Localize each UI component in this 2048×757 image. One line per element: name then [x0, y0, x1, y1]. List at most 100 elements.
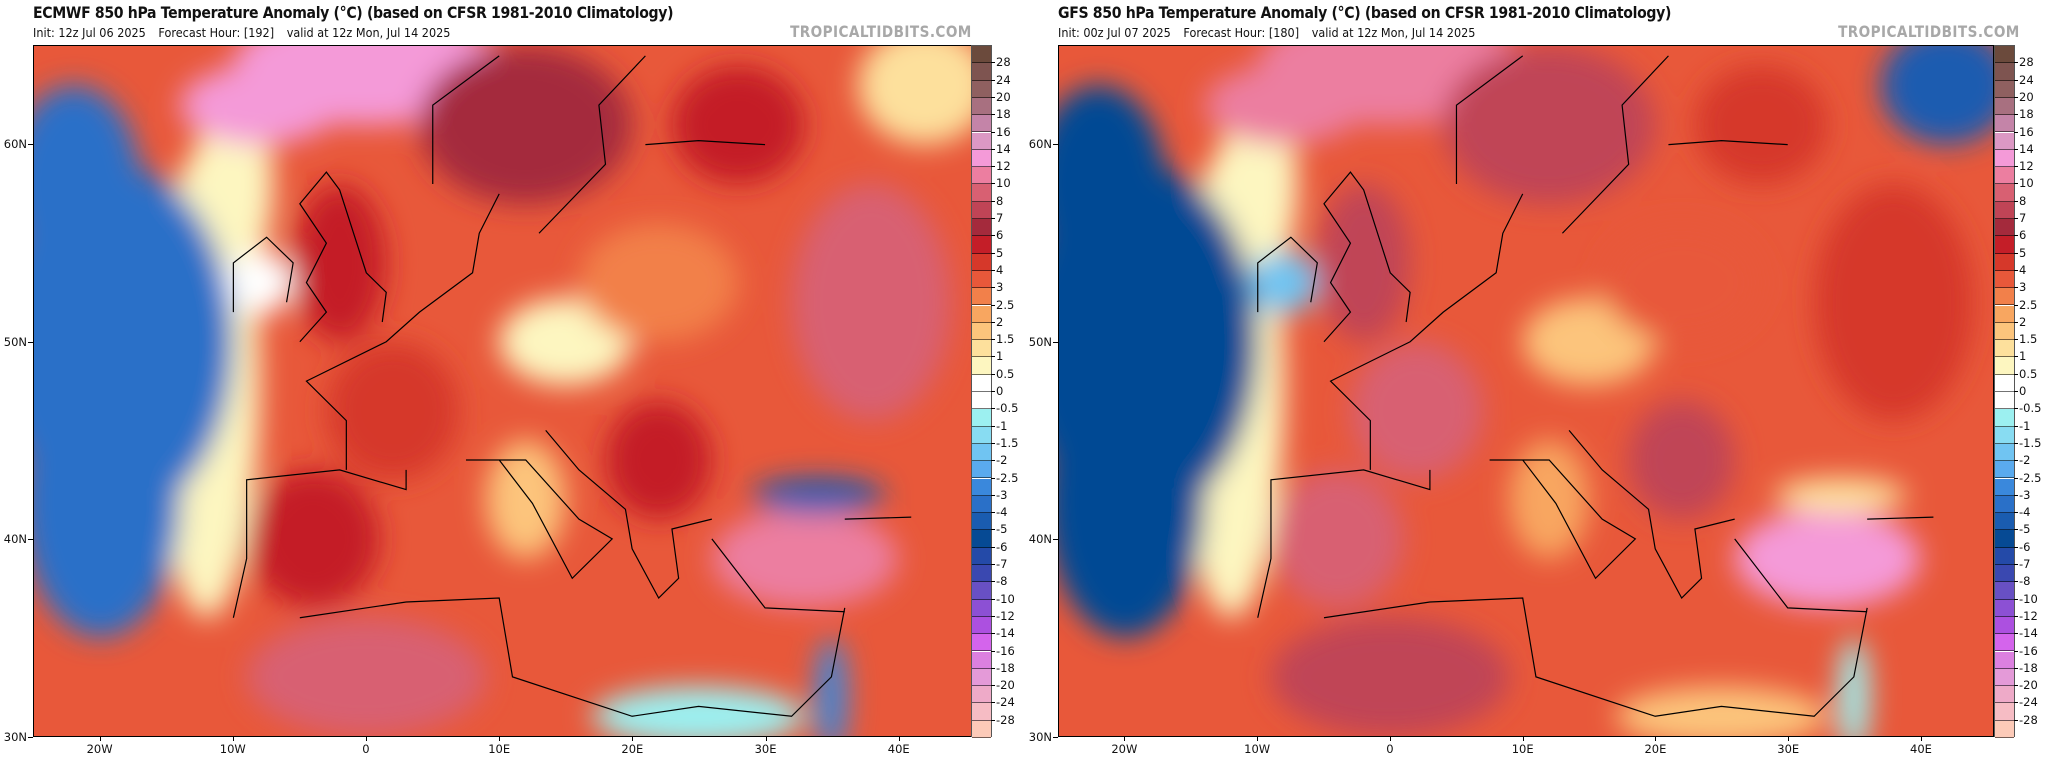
longitude-label: 0 — [1386, 742, 1394, 756]
longitude-tick — [1655, 737, 1657, 741]
colorbar-segment — [1995, 219, 2014, 237]
colorbar-label: 3 — [2019, 280, 2027, 295]
colorbar-tick — [991, 321, 995, 323]
longitude-tick — [99, 737, 101, 741]
longitude-tick — [1522, 737, 1524, 741]
colorbar-label: 8 — [996, 193, 1004, 208]
colorbar-tick — [2014, 183, 2018, 185]
colorbar-label: 16 — [996, 124, 1011, 139]
longitude-tick — [1257, 737, 1259, 741]
colorbar-label: 16 — [2019, 124, 2034, 139]
longitude-tick — [632, 737, 634, 741]
colorbar-segment — [972, 184, 991, 202]
latitude-label: 40N — [1028, 532, 1052, 547]
latitude-label: 30N — [3, 730, 27, 744]
colorbar-tick — [2014, 287, 2018, 289]
colorbar-segment — [972, 46, 991, 64]
colorbar-label: -20 — [2019, 678, 2038, 693]
colorbar-tick — [2014, 79, 2018, 81]
colorbar-label: -6 — [996, 539, 1008, 554]
colorbar-segment — [1995, 184, 2014, 202]
longitude-label: 20W — [1111, 742, 1138, 756]
colorbar-segment — [972, 236, 991, 254]
anomaly-region-france — [1350, 341, 1483, 480]
init-time: Init: 12z Jul 06 2025 — [33, 25, 146, 40]
coastline — [232, 469, 407, 618]
colorbar-segment — [1995, 495, 2014, 514]
coastline — [1329, 193, 1524, 470]
colorbar-segment — [972, 668, 991, 687]
colorbar-tick — [2014, 114, 2018, 116]
colorbar-label: 10 — [996, 176, 1011, 191]
colorbar-label: 18 — [2019, 107, 2034, 122]
colorbar-segment — [972, 340, 991, 358]
map-title: GFS 850 hPa Temperature Anomaly (°C) (ba… — [1058, 3, 1672, 22]
anomaly-region-iberia — [246, 469, 380, 608]
ecmwf-panel: ECMWF 850 hPa Temperature Anomaly (°C) (… — [3, 3, 1019, 756]
colorbar — [1994, 45, 2015, 738]
coastline — [305, 193, 500, 470]
longitude-tick — [765, 737, 767, 741]
colorbar-tick — [2014, 373, 2018, 375]
colorbar-label: -1.5 — [996, 435, 1019, 450]
longitude-tick — [898, 737, 900, 741]
anomaly-region-scandinavia — [1443, 46, 1656, 204]
colorbar-segment — [1995, 409, 2014, 427]
colorbar-label: -16 — [2019, 643, 2038, 658]
colorbar-label: 14 — [2019, 141, 2034, 156]
colorbar-tick — [2014, 702, 2018, 704]
colorbar-tick — [2014, 356, 2018, 358]
anomaly-region-egypt-libya-coast — [1615, 686, 1828, 736]
anomaly-region-great-britain — [1317, 184, 1411, 342]
colorbar-tick — [991, 650, 995, 652]
anomaly-region-finland-karelia — [1694, 65, 1828, 184]
colorbar-label: 3 — [996, 280, 1004, 295]
colorbar-segment — [972, 530, 991, 548]
longitude-tick — [232, 737, 234, 741]
colorbar-tick — [2014, 131, 2018, 133]
colorbar-label: -2.5 — [996, 470, 1019, 485]
colorbar-tick — [991, 148, 995, 150]
latitude-tick — [28, 539, 33, 541]
colorbar-segment — [1995, 97, 2014, 116]
colorbar-segment — [972, 288, 991, 306]
colorbar-label: -16 — [996, 643, 1015, 658]
colorbar-label: -4 — [996, 505, 1008, 520]
colorbar-label: -0.5 — [996, 401, 1019, 416]
colorbar-segment — [972, 686, 991, 704]
colorbar-segment — [1995, 720, 2014, 738]
colorbar-tick — [991, 304, 995, 306]
colorbar-segment — [972, 720, 991, 738]
colorbar-segment — [972, 634, 991, 652]
coastline — [232, 236, 294, 313]
colorbar-segment — [1995, 132, 2014, 150]
colorbar-label: -10 — [2019, 591, 2038, 606]
coastline — [1257, 469, 1431, 618]
colorbar-tick — [2014, 650, 2018, 652]
colorbar-label: 20 — [2019, 89, 2034, 104]
latitude-tick — [28, 341, 33, 343]
colorbar-label: 2 — [996, 314, 1004, 329]
colorbar-segment — [972, 461, 991, 479]
colorbar-segment — [972, 80, 991, 98]
colorbar-label: -5 — [996, 522, 1008, 537]
colorbar-tick — [991, 494, 995, 496]
colorbar-segment — [1995, 530, 2014, 548]
anomaly-region-italy — [1509, 440, 1589, 559]
colorbar-tick — [2014, 685, 2018, 687]
anomaly-region-north-atlantic-west-of-ireland — [34, 85, 141, 283]
coastline — [1257, 236, 1318, 313]
colorbar-segment — [972, 219, 991, 237]
colorbar-tick — [2014, 425, 2018, 427]
colorbar-label: 0.5 — [2019, 366, 2038, 381]
temperature-anomaly-field — [1059, 46, 1993, 736]
anomaly-region-egypt-libya-coast — [592, 686, 805, 736]
map-plot-area — [1058, 45, 1994, 737]
colorbar-tick — [991, 702, 995, 704]
latitude-label: 60N — [3, 136, 27, 151]
latitude-label: 60N — [1028, 136, 1052, 151]
valid-time: valid at 12z Mon, Jul 14 2025 — [1311, 25, 1476, 40]
colorbar-tick — [991, 598, 995, 600]
colorbar-label: -12 — [2019, 608, 2038, 623]
colorbar-tick — [991, 633, 995, 635]
